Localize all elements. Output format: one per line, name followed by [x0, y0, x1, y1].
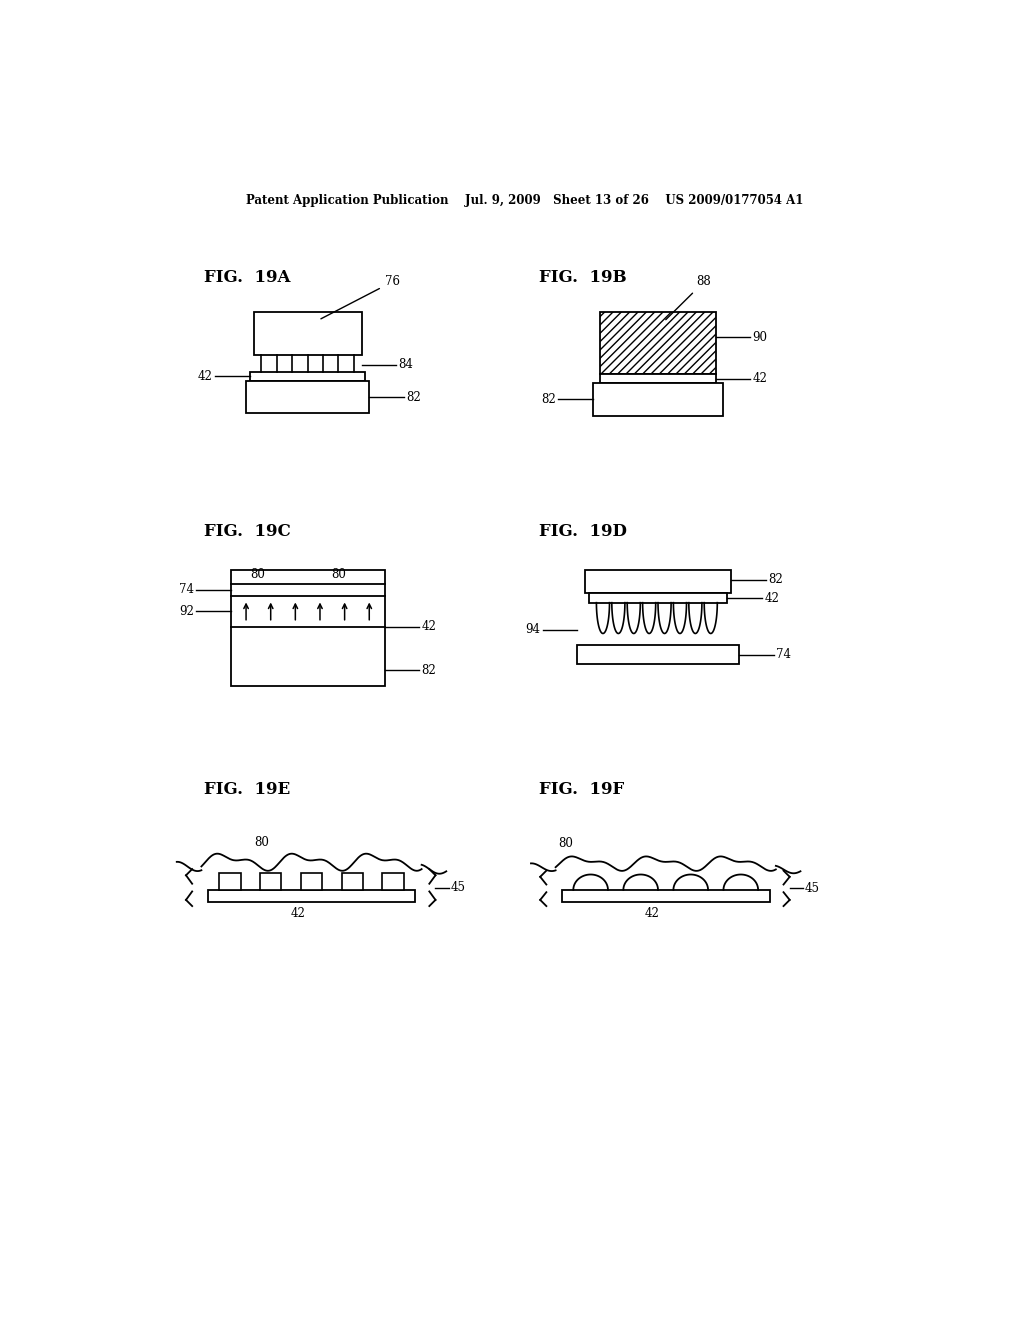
Text: FIG.  19C: FIG. 19C: [204, 523, 291, 540]
Text: 82: 82: [541, 393, 556, 407]
Bar: [593, 383, 724, 416]
Text: 88: 88: [666, 276, 712, 319]
Text: 80: 80: [250, 568, 265, 581]
Bar: [600, 313, 716, 374]
Bar: [208, 890, 416, 903]
Bar: [600, 374, 716, 383]
Bar: [254, 313, 361, 355]
Text: 94: 94: [525, 623, 541, 636]
Text: 42: 42: [198, 370, 213, 383]
Text: 45: 45: [451, 880, 466, 894]
Text: 76: 76: [321, 276, 399, 319]
Bar: [260, 873, 282, 890]
Bar: [562, 890, 770, 903]
Text: 42: 42: [764, 591, 779, 605]
Bar: [342, 873, 364, 890]
Text: 42: 42: [422, 620, 436, 634]
Text: 74: 74: [179, 583, 194, 597]
Text: 92: 92: [179, 605, 194, 618]
Text: 90: 90: [753, 330, 768, 343]
Bar: [589, 594, 727, 603]
Text: FIG.  19E: FIG. 19E: [204, 781, 290, 799]
Text: 82: 82: [407, 391, 421, 404]
Text: 42: 42: [291, 907, 305, 920]
Text: 42: 42: [645, 907, 659, 920]
Text: FIG.  19F: FIG. 19F: [539, 781, 624, 799]
Bar: [246, 381, 370, 413]
Bar: [578, 645, 739, 664]
Bar: [230, 570, 385, 686]
Text: FIG.  19D: FIG. 19D: [539, 523, 627, 540]
Text: 80: 80: [254, 836, 268, 849]
Text: FIG.  19B: FIG. 19B: [539, 269, 627, 286]
Text: 80: 80: [558, 837, 572, 850]
Bar: [585, 570, 731, 594]
Text: 84: 84: [398, 359, 414, 371]
Text: 45: 45: [805, 882, 820, 895]
Text: Patent Application Publication    Jul. 9, 2009   Sheet 13 of 26    US 2009/01770: Patent Application Publication Jul. 9, 2…: [246, 194, 804, 207]
Bar: [250, 372, 366, 381]
Text: 74: 74: [776, 648, 791, 661]
Bar: [301, 873, 323, 890]
Text: 80: 80: [331, 568, 346, 581]
Text: FIG.  19A: FIG. 19A: [204, 269, 290, 286]
Text: 42: 42: [753, 372, 768, 385]
Text: 82: 82: [768, 573, 783, 586]
Bar: [219, 873, 241, 890]
Text: 82: 82: [422, 664, 436, 677]
Bar: [382, 873, 403, 890]
